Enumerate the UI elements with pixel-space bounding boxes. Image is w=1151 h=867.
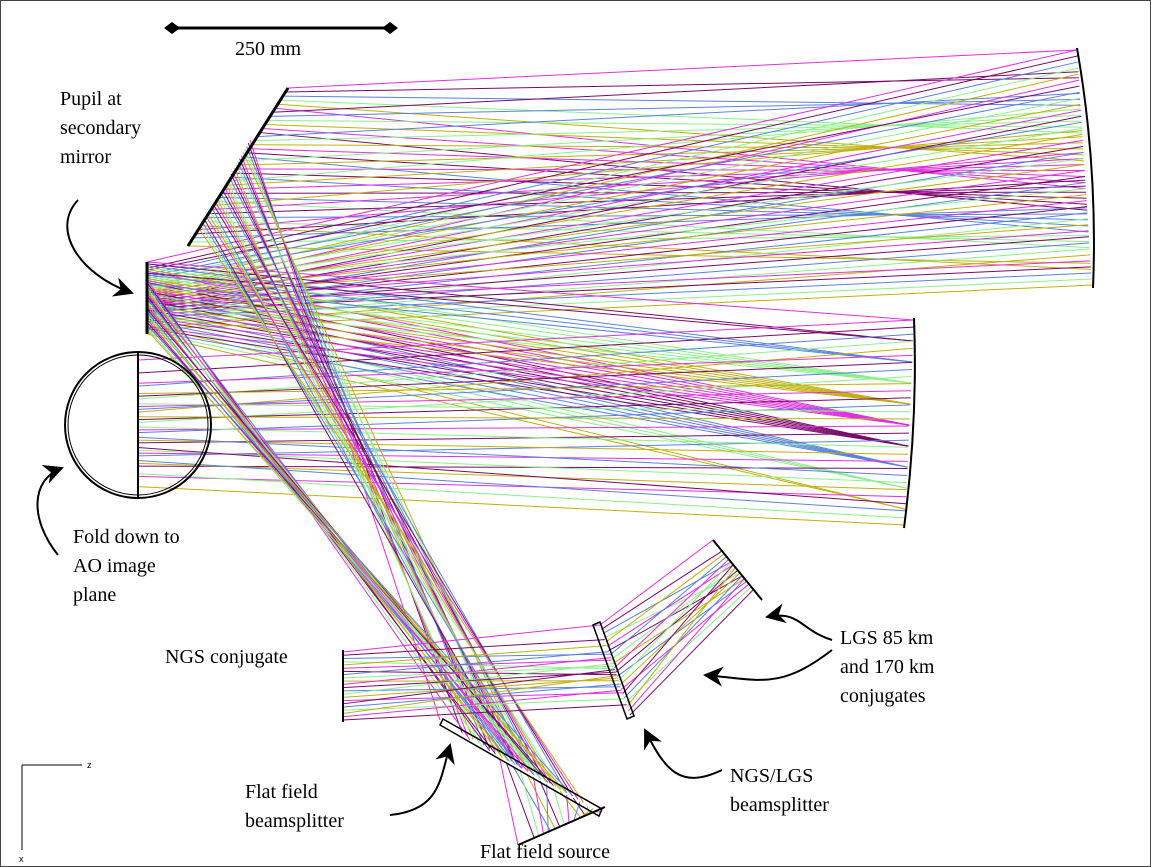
axis-label: x	[19, 854, 24, 864]
label-line: Fold down to	[73, 526, 180, 548]
label-line: Pupil at	[60, 88, 122, 110]
label-line: Flat field	[245, 781, 318, 803]
label-line: NGS/LGS	[730, 765, 813, 787]
label-line: plane	[73, 584, 116, 606]
label-line: NGS conjugate	[165, 646, 288, 668]
label-line: and 170 km	[840, 656, 935, 678]
label-line: secondary	[60, 117, 141, 139]
optical-layout: 250 mm Pupil at secondary mirror Fold down …	[0, 0, 1151, 867]
scale-label: 250 mm	[235, 38, 302, 60]
label-line: beamsplitter	[730, 794, 829, 816]
label-line: conjugates	[840, 685, 926, 707]
label-line: LGS 85 km	[840, 627, 934, 649]
label-line: Flat field source	[480, 841, 610, 863]
label-line: mirror	[60, 146, 111, 168]
label-line: beamsplitter	[245, 810, 344, 832]
label-line: AO image	[73, 555, 156, 577]
axis-label: z	[87, 760, 92, 770]
